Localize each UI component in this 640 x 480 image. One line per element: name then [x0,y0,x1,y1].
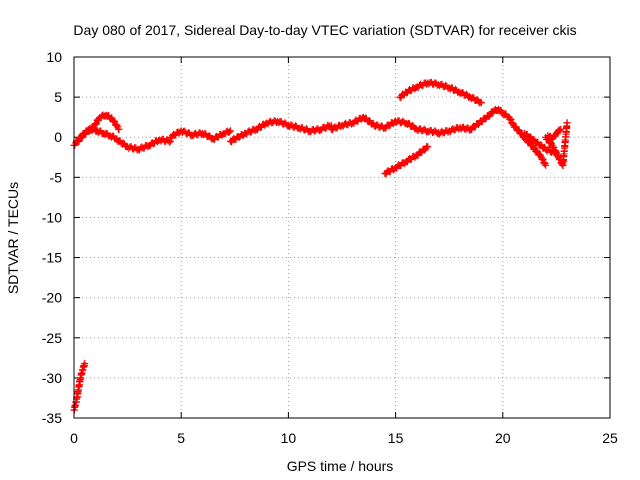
data-points [70,78,571,414]
y-tick-label: -20 [42,290,62,306]
chart-title: Day 080 of 2017, Sidereal Day-to-day VTE… [73,22,576,38]
x-tick-label: 0 [70,430,78,446]
plot-frame [73,56,611,419]
data-point [424,143,432,151]
data-point [227,127,235,135]
y-tick-label: 5 [54,89,62,105]
y-tick-label: 0 [54,129,62,145]
x-tick-label: 10 [281,430,297,446]
data-point [81,359,89,367]
axis-ticks [73,56,611,419]
grid [74,57,610,418]
data-point [78,134,86,142]
data-point [112,122,120,130]
data-point [409,121,417,129]
x-tick-labels: 0 5 10 15 20 25 [70,430,618,446]
data-point [506,115,514,123]
data-point [552,131,560,139]
data-point [476,98,484,106]
x-tick-label: 20 [495,430,511,446]
data-point [528,142,536,150]
data-point [556,127,564,135]
data-point [536,150,544,158]
data-point [115,125,123,133]
data-point [477,99,485,107]
data-point [540,160,548,168]
y-tick-label: -10 [42,209,62,225]
data-point [542,161,550,169]
data-point [225,128,233,136]
y-axis-label: SDTVAR / TECUs [5,182,21,294]
y-tick-label: -25 [42,330,62,346]
y-tick-label: -30 [42,370,62,386]
data-point [539,155,547,163]
x-tick-label: 15 [388,430,404,446]
y-tick-labels: -35 -30 -25 -20 -15 -10 -5 0 5 10 [42,49,62,426]
data-point [514,126,522,134]
data-point [92,120,100,128]
data-point [563,119,571,127]
y-tick-label: -35 [42,410,62,426]
x-tick-label: 5 [177,430,185,446]
data-point [110,117,118,125]
y-tick-label: 10 [46,49,62,65]
y-tick-label: -5 [50,169,63,185]
y-tick-label: -15 [42,250,62,266]
data-point [165,138,173,146]
x-axis-label: GPS time / hours [287,458,394,474]
x-tick-label: 25 [602,430,618,446]
data-point [557,125,565,133]
